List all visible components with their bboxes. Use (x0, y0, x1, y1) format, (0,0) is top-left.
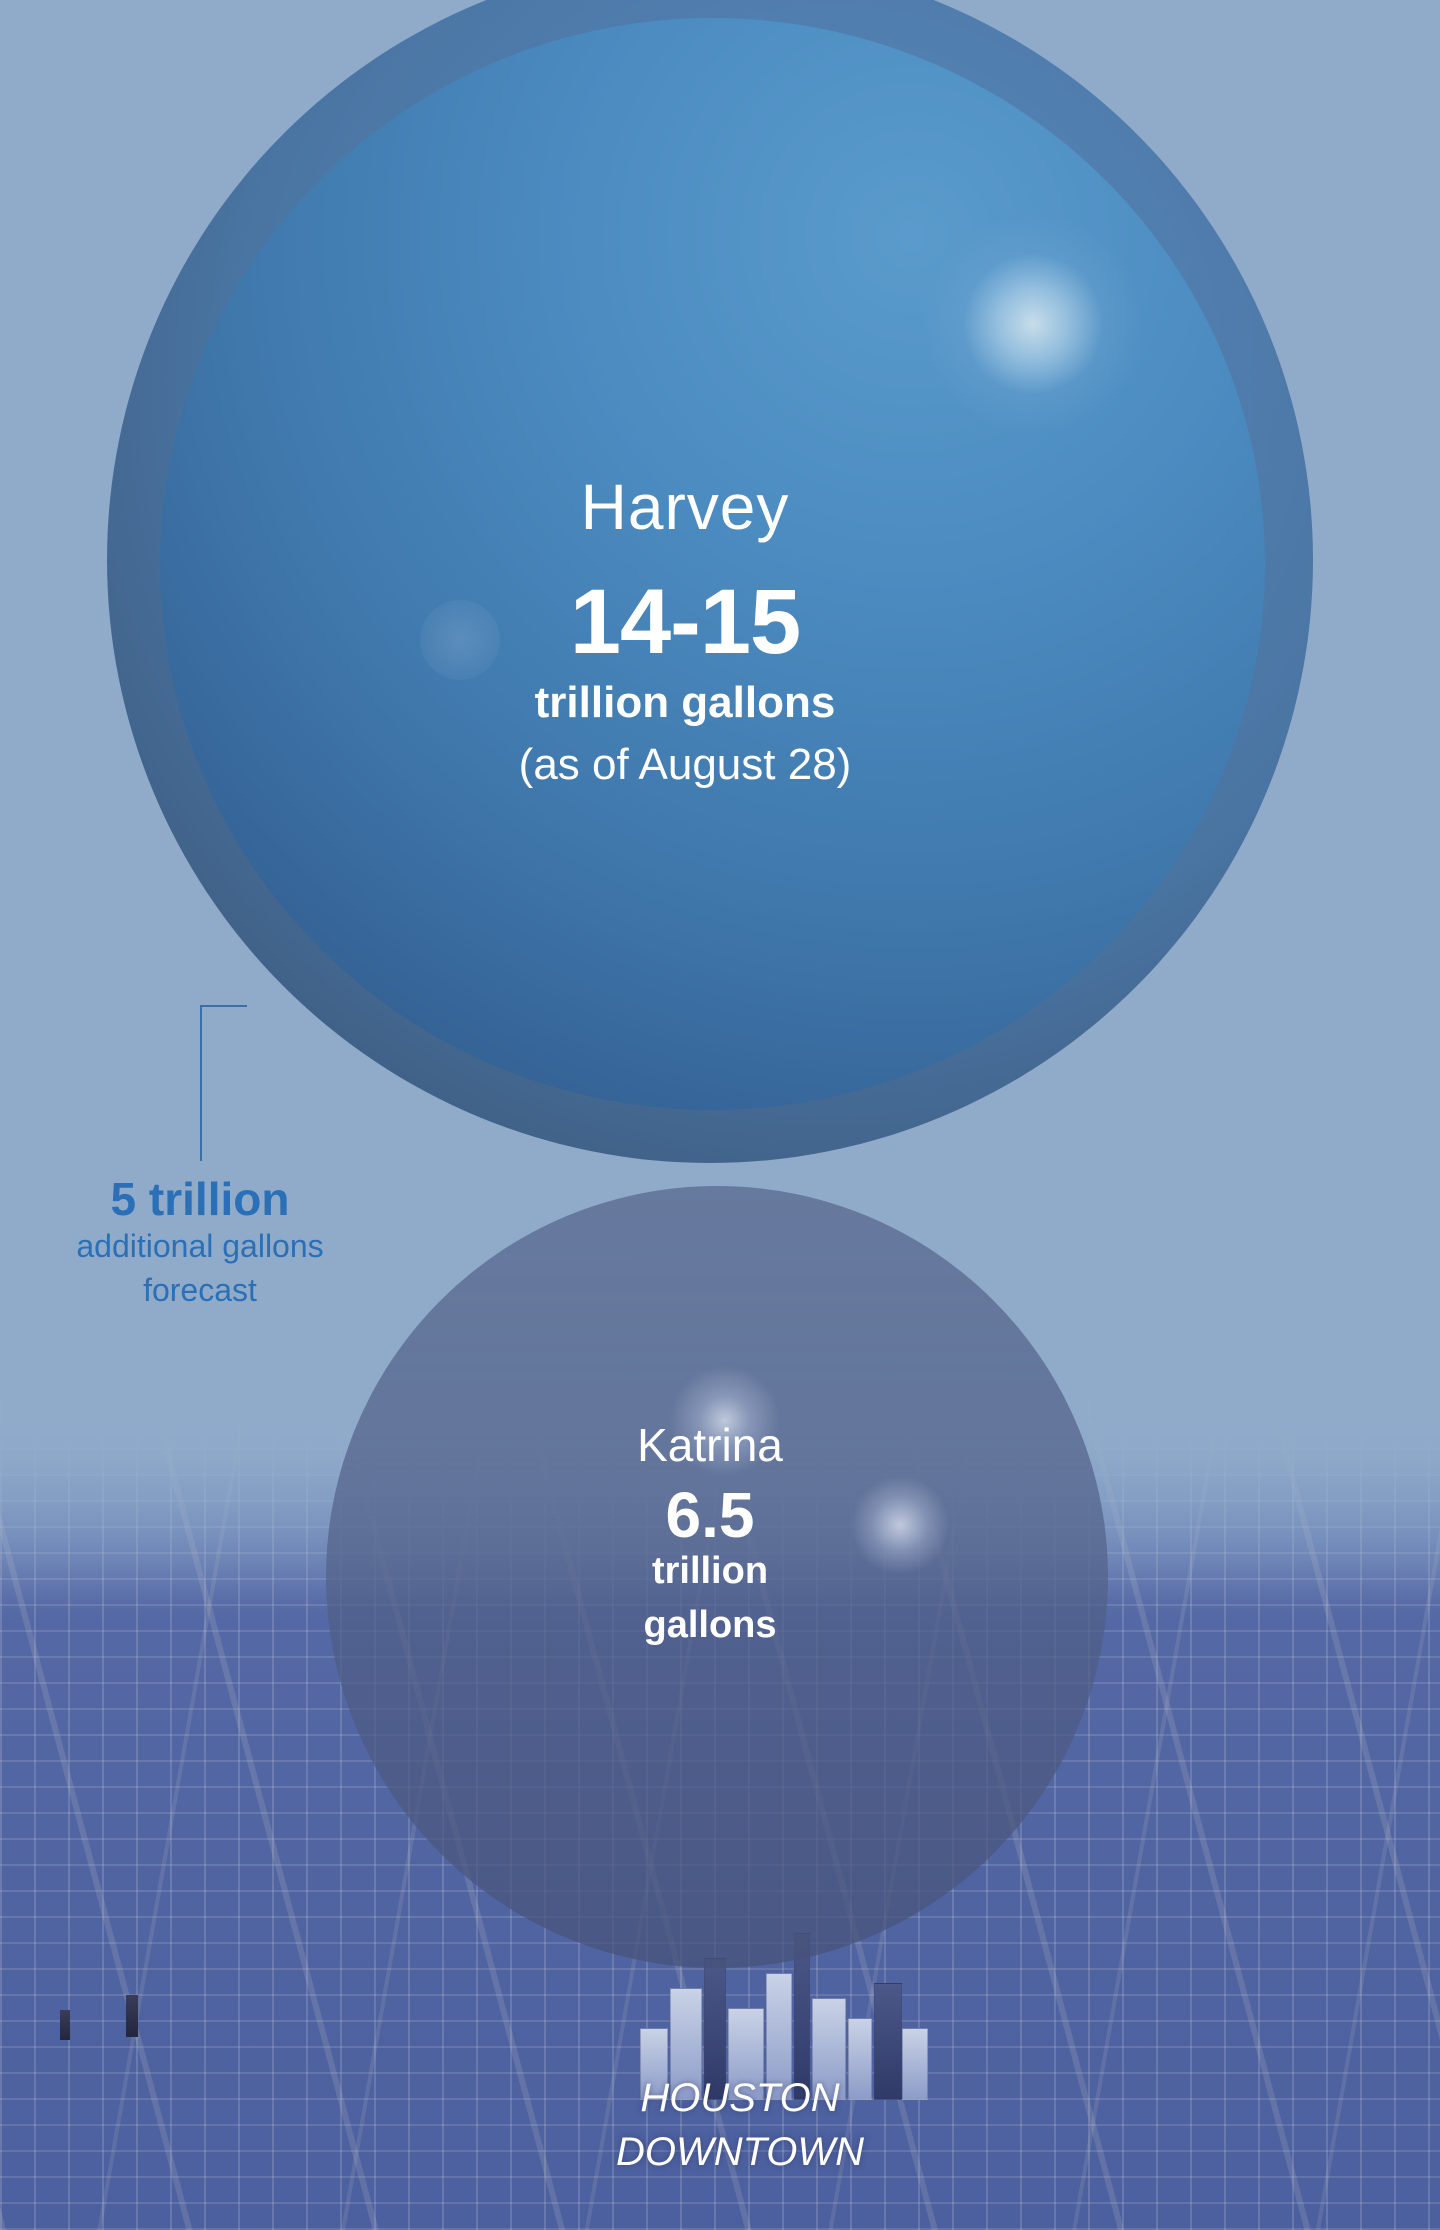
harvey-name: Harvey (580, 471, 790, 543)
harvey-note: (as of August 28) (518, 740, 852, 789)
forecast-label-line1: additional gallons (76, 1228, 324, 1264)
sphere-reflection (850, 1475, 950, 1575)
katrina-name: Katrina (637, 1419, 783, 1471)
sphere-reflection (420, 600, 500, 680)
katrina-unit-line2: gallons (643, 1604, 777, 1646)
harvey-value: 14-15 (569, 571, 801, 673)
forecast-value: 5 trillion (110, 1173, 290, 1225)
katrina-sphere (326, 1186, 1108, 1968)
harvey-sphere (160, 18, 1265, 1110)
harvey-unit: trillion gallons (534, 678, 836, 727)
building-icon (126, 1995, 138, 2037)
forecast-bracket-tick (200, 1005, 247, 1007)
building-icon (60, 2010, 70, 2040)
forecast-label-line2: forecast (143, 1272, 257, 1308)
katrina-value: 6.5 (665, 1479, 755, 1551)
location-label-line1: HOUSTON (640, 2076, 840, 2120)
katrina-unit-line1: trillion (651, 1550, 769, 1592)
downtown-skyline (630, 1930, 930, 2100)
forecast-bracket-line (200, 1005, 202, 1161)
location-label-line2: DOWNTOWN (615, 2130, 865, 2174)
